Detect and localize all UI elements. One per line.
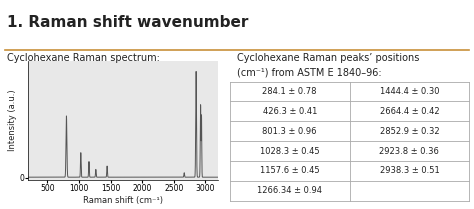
Text: Cyclohexane Raman spectrum:: Cyclohexane Raman spectrum:: [7, 53, 160, 63]
X-axis label: Raman shift (cm⁻¹): Raman shift (cm⁻¹): [83, 196, 163, 205]
Text: 2938.3 ± 0.51: 2938.3 ± 0.51: [380, 166, 439, 175]
Text: 1266.34 ± 0.94: 1266.34 ± 0.94: [257, 186, 322, 195]
Text: 2923.8 ± 0.36: 2923.8 ± 0.36: [380, 147, 439, 155]
Text: 1157.6 ± 0.45: 1157.6 ± 0.45: [260, 166, 319, 175]
Text: (cm⁻¹) from ASTM E 1840–96:: (cm⁻¹) from ASTM E 1840–96:: [237, 68, 382, 78]
Text: 426.3 ± 0.41: 426.3 ± 0.41: [263, 107, 317, 116]
Text: 1. Raman shift wavenumber: 1. Raman shift wavenumber: [7, 15, 248, 30]
Text: 2664.4 ± 0.42: 2664.4 ± 0.42: [380, 107, 439, 116]
Text: 801.3 ± 0.96: 801.3 ± 0.96: [263, 127, 317, 136]
Text: 2852.9 ± 0.32: 2852.9 ± 0.32: [380, 127, 439, 136]
Text: 1028.3 ± 0.45: 1028.3 ± 0.45: [260, 147, 319, 155]
Text: 1444.4 ± 0.30: 1444.4 ± 0.30: [380, 87, 439, 96]
Text: Cyclohexane Raman peaks’ positions: Cyclohexane Raman peaks’ positions: [237, 53, 419, 63]
Y-axis label: Intensity (a.u.): Intensity (a.u.): [8, 89, 17, 151]
Text: 284.1 ± 0.78: 284.1 ± 0.78: [263, 87, 317, 96]
